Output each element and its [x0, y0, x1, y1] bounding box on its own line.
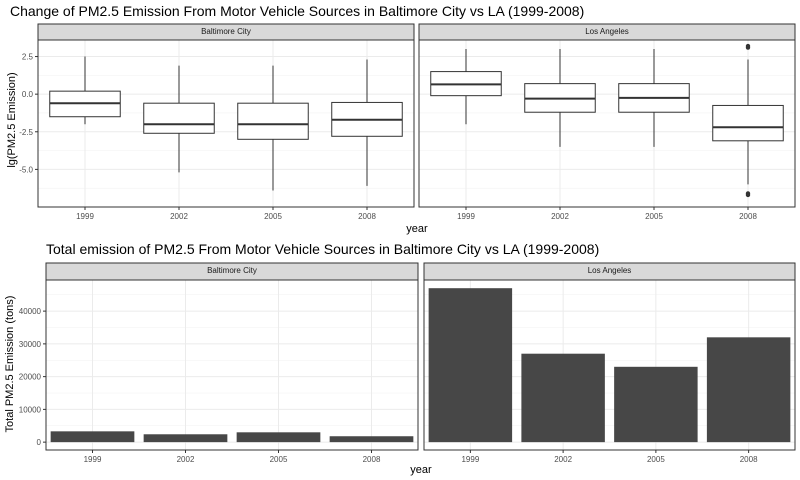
x-tick-label: 2008	[739, 212, 757, 221]
x-tick-label: 1999	[84, 455, 102, 464]
bar-1999	[50, 431, 135, 443]
barchart-panel: Baltimore City 1999 2002 2005 2008 0 10000 2000…	[19, 262, 419, 464]
box-1999	[430, 49, 502, 125]
barchart-y-axis-title: Total PM2.5 Emission (tons)	[4, 296, 16, 433]
x-tick-label: 2002	[170, 212, 188, 221]
bar-2002	[521, 353, 605, 443]
bar-2005	[236, 432, 321, 443]
x-tick-label: 1999	[76, 212, 94, 221]
y-tick-label: 2.5	[22, 53, 34, 62]
y-tick-label: 40000	[19, 307, 42, 316]
bar-2008	[706, 337, 791, 443]
bar-2008	[329, 436, 414, 443]
boxplot-panel: Los Angeles 1999 2002 2005 2008	[418, 23, 796, 221]
y-tick-label: 10000	[19, 405, 42, 414]
bar-2005	[614, 366, 698, 443]
box-1999	[49, 56, 121, 125]
y-tick-label: 30000	[19, 340, 42, 349]
y-tick-label: -2.5	[19, 128, 33, 137]
x-tick-label: 2008	[740, 455, 758, 464]
boxplot-title: Change of PM2.5 Emission From Motor Vehi…	[10, 3, 584, 19]
y-tick-label: 0	[37, 438, 42, 447]
box-2002	[143, 65, 215, 173]
box-2002	[524, 49, 596, 147]
outlier-point	[745, 43, 751, 49]
bar-1999	[428, 288, 513, 443]
facet-strip-label: Baltimore City	[201, 27, 251, 36]
x-tick-label: 2002	[554, 455, 572, 464]
x-tick-label: 2008	[363, 455, 381, 464]
x-tick-label: 2005	[270, 455, 288, 464]
x-tick-label: 2002	[551, 212, 569, 221]
box-2005	[237, 65, 309, 191]
facet-strip	[423, 262, 796, 281]
box-2005	[618, 49, 690, 147]
y-tick-label: -5.0	[19, 165, 33, 174]
boxplot-y-axis-title: lg(PM2.5 Emission)	[6, 72, 18, 167]
x-tick-label: 2008	[358, 212, 376, 221]
barchart-panel: Los Angeles 1999 2002 2005 2008	[423, 262, 796, 464]
x-tick-label: 1999	[461, 455, 479, 464]
outlier-point	[745, 192, 751, 198]
interquartile-box	[143, 102, 215, 134]
facet-strip	[418, 23, 796, 41]
facet-strip	[37, 23, 415, 41]
facet-strip	[45, 262, 419, 281]
barchart-panels: Baltimore City 1999 2002 2005 2008 0 10000 2000…	[19, 262, 796, 464]
facet-strip-label: Los Angeles	[588, 266, 632, 275]
panel-background	[46, 280, 418, 450]
facet-strip-label: Baltimore City	[207, 266, 257, 275]
facet-strip-label: Los Angeles	[585, 27, 629, 36]
boxplot-panel: Baltimore City 1999 2002 2005 2008 2.5 0.0 -2.5…	[19, 23, 415, 221]
box-2008	[712, 43, 784, 198]
interquartile-box	[237, 102, 309, 140]
bar-2002	[143, 434, 228, 443]
y-tick-label: 0.0	[22, 90, 34, 99]
x-tick-label: 2005	[264, 212, 282, 221]
boxplot-panels: Baltimore City 1999 2002 2005 2008 2.5 0.0 -2.5…	[19, 23, 796, 221]
y-tick-label: 20000	[19, 373, 42, 382]
boxplot-x-axis-title: year	[406, 223, 428, 235]
box-2008	[331, 59, 403, 186]
x-tick-label: 2005	[645, 212, 663, 221]
x-tick-label: 2002	[177, 455, 195, 464]
barchart-x-axis-title: year	[410, 464, 432, 476]
x-tick-label: 2005	[647, 455, 665, 464]
interquartile-box	[712, 104, 784, 142]
x-tick-label: 1999	[457, 212, 475, 221]
barchart-title: Total emission of PM2.5 From Motor Vehic…	[46, 241, 599, 257]
